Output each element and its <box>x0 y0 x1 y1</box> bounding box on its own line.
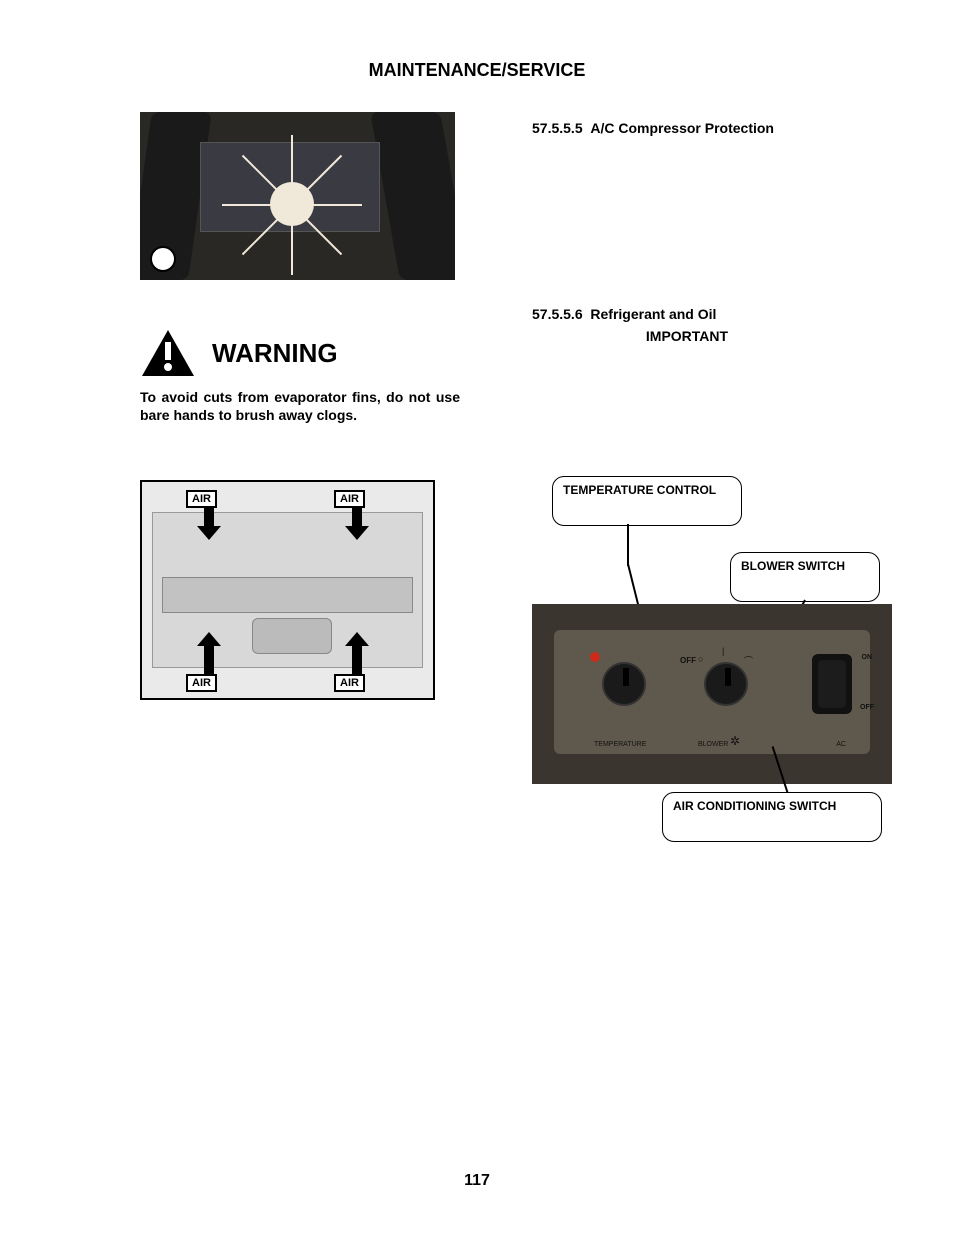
air-label: AIR <box>334 674 365 692</box>
red-indicator <box>590 652 600 662</box>
off-label: OFF <box>680 656 696 665</box>
air-label: AIR <box>186 674 217 692</box>
section-title: A/C Compressor Protection <box>590 120 774 136</box>
motor <box>252 618 332 654</box>
evaporator-photo <box>140 112 455 280</box>
blower-knob <box>704 662 748 706</box>
section-ac-compressor: 57.5.5.5 A/C Compressor Protection <box>532 120 842 136</box>
warning-block: WARNING <box>140 328 460 378</box>
temperature-knob <box>602 662 646 706</box>
air-arrow-up <box>192 632 226 674</box>
callout-line <box>627 524 629 566</box>
tick-mark: | <box>722 646 724 656</box>
air-label: AIR <box>334 490 365 508</box>
callout-ac-switch: AIR CONDITIONING SWITCH <box>662 792 882 842</box>
section-number: 57.5.5.5 <box>532 120 583 136</box>
hvac-unit-figure: AIR AIR AIR AIR <box>140 480 435 700</box>
page-title: MAINTENANCE/SERVICE <box>0 60 954 81</box>
ac-label: AC <box>836 741 846 748</box>
tick-mark: ○ <box>698 654 703 664</box>
page-number: 117 <box>0 1172 954 1190</box>
section-heading: 57.5.5.5 A/C Compressor Protection <box>532 120 842 136</box>
section-heading: 57.5.5.6 Refrigerant and Oil <box>532 306 842 322</box>
callout-blower: BLOWER SWITCH <box>730 552 880 602</box>
section-number: 57.5.5.6 <box>532 306 583 322</box>
ac-switch <box>812 654 852 714</box>
hose <box>370 112 455 280</box>
warning-text: To avoid cuts from evaporator fins, do n… <box>140 388 460 424</box>
tick-mark: ⌒ <box>744 654 753 667</box>
fan-icon: ✲ <box>730 734 740 748</box>
important-label: IMPORTANT <box>532 328 842 344</box>
warning-title: WARNING <box>212 338 338 369</box>
warning-icon <box>140 328 196 378</box>
control-panel-figure: TEMPERATURE CONTROL BLOWER SWITCH OFF ○ … <box>532 476 902 856</box>
blower-label: BLOWER <box>698 741 728 748</box>
right-column: 57.5.5.5 A/C Compressor Protection 57.5.… <box>532 112 842 856</box>
off-label: OFF <box>860 704 874 711</box>
on-label: ON <box>862 654 873 661</box>
left-column: WARNING To avoid cuts from evaporator fi… <box>140 112 460 700</box>
control-panel-photo: OFF ○ | ⌒ ON OFF TEMPERATURE BLOWER ✲ AC <box>532 604 892 784</box>
callout-temperature: TEMPERATURE CONTROL <box>552 476 742 526</box>
badge-circle <box>150 246 176 272</box>
section-title: Refrigerant and Oil <box>590 306 716 322</box>
air-label: AIR <box>186 490 217 508</box>
section-refrigerant: 57.5.5.6 Refrigerant and Oil IMPORTANT <box>532 306 842 344</box>
center-circle <box>270 182 314 226</box>
air-arrow-up <box>340 632 374 674</box>
temperature-label: TEMPERATURE <box>594 741 646 748</box>
slot <box>162 577 413 613</box>
